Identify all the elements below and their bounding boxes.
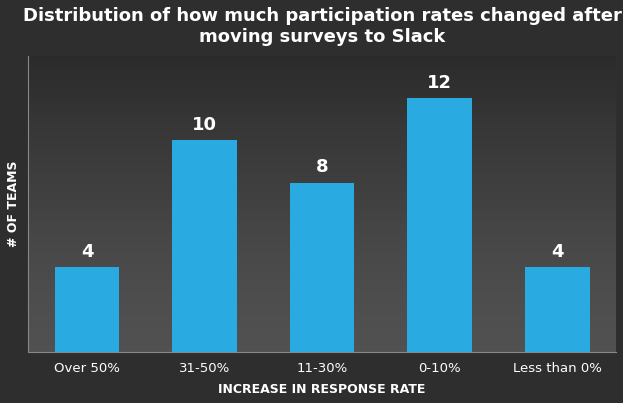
Bar	[55, 267, 120, 352]
Text: 10: 10	[192, 116, 217, 134]
Y-axis label: # OF TEAMS: # OF TEAMS	[7, 160, 20, 247]
Bar	[173, 140, 237, 352]
Text: 8: 8	[316, 158, 328, 176]
Bar	[525, 267, 589, 352]
Text: 12: 12	[427, 74, 452, 91]
Title: Distribution of how much participation rates changed after
moving surveys to Sla: Distribution of how much participation r…	[22, 7, 622, 46]
Text: 4: 4	[551, 243, 564, 261]
Bar	[407, 98, 472, 352]
Bar	[290, 183, 354, 352]
Text: 4: 4	[81, 243, 93, 261]
X-axis label: INCREASE IN RESPONSE RATE: INCREASE IN RESPONSE RATE	[219, 383, 426, 396]
